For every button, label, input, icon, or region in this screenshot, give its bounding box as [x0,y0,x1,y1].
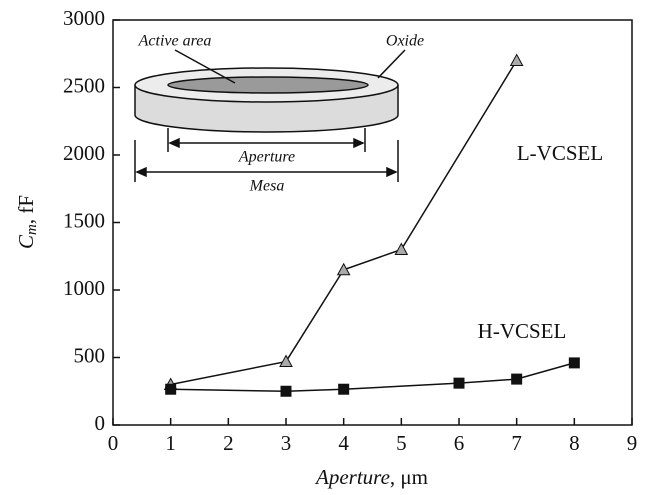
x-tick-label: 4 [338,431,349,455]
triangle-marker [279,354,293,368]
inset-label: Mesa [249,178,285,195]
x-tick-label: 1 [165,431,176,455]
square-marker [165,383,177,395]
x-label-part: , μm [390,465,428,489]
inset-label: Aperture [238,149,295,166]
y-label-part: m [24,224,40,235]
x-tick-label: 8 [569,431,580,455]
triangle-marker [509,53,524,66]
square-marker [338,383,350,395]
y-tick-label: 0 [95,411,106,435]
y-tick-label: 2000 [63,141,105,165]
square-marker [280,385,292,397]
y-tick-label: 500 [74,343,106,367]
y-tick-label: 1500 [63,208,105,232]
x-tick-label: 0 [108,431,119,455]
y-axis-label: Cm, fF [14,195,41,249]
x-axis-label: Aperture, μm [314,465,428,489]
x-tick-label: 5 [396,431,407,455]
square-marker [453,377,465,389]
y-label-part: C [14,234,38,249]
arrowheads [135,137,398,178]
pointer [377,49,406,79]
x-tick-label: 3 [281,431,292,455]
y-tick-label: 1000 [63,276,105,300]
series-label: H-VCSEL [478,319,567,343]
triangle-marker [394,242,409,255]
series-label: L-VCSEL [517,141,603,165]
active-area [167,76,369,94]
y-tick-label: 2500 [63,73,105,97]
square-marker [568,357,580,369]
x-tick-label: 9 [627,431,638,455]
x-label-part: Aperture [314,465,390,489]
square-marker [511,373,523,385]
pointer [174,49,236,84]
x-tick-label: 2 [223,431,234,455]
inset-label: Oxide [386,33,424,50]
inset-diagram: Active area Oxide Aperture Mesa [134,33,424,195]
x-tick-label: 6 [454,431,465,455]
series-line [170,362,575,393]
x-tick-label: 7 [511,431,522,455]
y-label-part: , fF [14,195,38,224]
y-tick-label: 3000 [63,6,105,30]
inset-label: Active area [138,33,212,50]
triangle-marker [336,262,351,276]
